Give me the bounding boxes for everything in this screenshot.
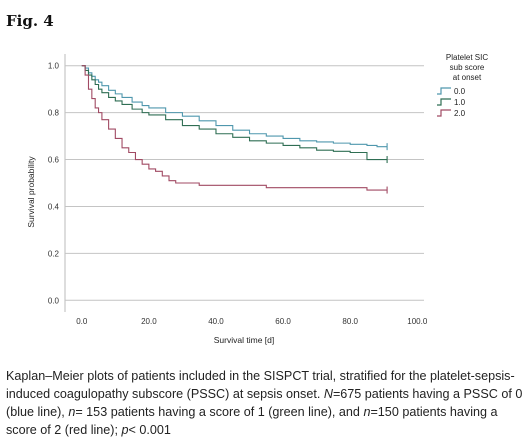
grid-lines (64, 54, 424, 312)
survival-curves (81, 65, 388, 194)
survival-curve-2.0 (81, 65, 388, 191)
caption-n-symbol: N (323, 387, 333, 401)
x-tick-label: 20.0 (141, 317, 157, 326)
caption-text-3: = 153 patients having a score of 1 (gree… (75, 405, 364, 419)
figure-label: Fig. 4 (6, 12, 54, 30)
survival-curve-0.0 (81, 65, 388, 148)
kaplan-meier-chart: 0.0 0.2 0.4 0.6 0.8 1.0 0.0 20.0 40.0 60.0 80.0 10… (26, 53, 488, 345)
caption-text-5: < 0.001 (128, 423, 171, 437)
x-tick-label: 60.0 (275, 317, 291, 326)
caption-n-symbol: n (68, 405, 76, 419)
x-tick-label: 40.0 (208, 317, 224, 326)
legend-title: sub score (450, 63, 485, 72)
legend-label: 2.0 (454, 109, 466, 118)
caption-text-2: =675 patients having a PSSC of 0 (blue l… (6, 387, 523, 419)
legend-swatch (437, 98, 451, 106)
x-tick-labels: 0.0 20.0 40.0 60.0 80.0 100.0 (76, 317, 428, 326)
caption-n-symbol: n (363, 405, 371, 419)
y-tick-label: 1.0 (48, 62, 60, 71)
x-tick-label: 0.0 (76, 317, 88, 326)
y-tick-label: 0.0 (48, 296, 60, 305)
y-tick-label: 0.6 (48, 156, 60, 165)
y-tick-label: 0.4 (48, 202, 60, 211)
survival-curve-1.0 (81, 65, 388, 161)
legend-swatch (437, 87, 451, 95)
caption-p-symbol: p (121, 423, 129, 437)
legend-swatch (437, 109, 451, 117)
x-axis-label: Survival time [d] (214, 335, 274, 345)
caption-text-1: Kaplan–Meier plots of patients included … (6, 369, 515, 401)
legend-label: 0.0 (454, 87, 466, 96)
y-tick-label: 0.8 (48, 109, 60, 118)
legend-title: Platelet SIC (446, 53, 488, 62)
legend-label: 1.0 (454, 98, 466, 107)
y-axis-label: Survival probability (26, 156, 36, 228)
figure-caption: Kaplan–Meier plots of patients included … (6, 367, 526, 439)
y-tick-label: 0.2 (48, 249, 60, 258)
x-tick-label: 100.0 (407, 317, 428, 326)
y-tick-labels: 0.0 0.2 0.4 0.6 0.8 1.0 (48, 62, 60, 306)
legend-title: at onset (453, 73, 482, 82)
x-tick-label: 80.0 (342, 317, 358, 326)
